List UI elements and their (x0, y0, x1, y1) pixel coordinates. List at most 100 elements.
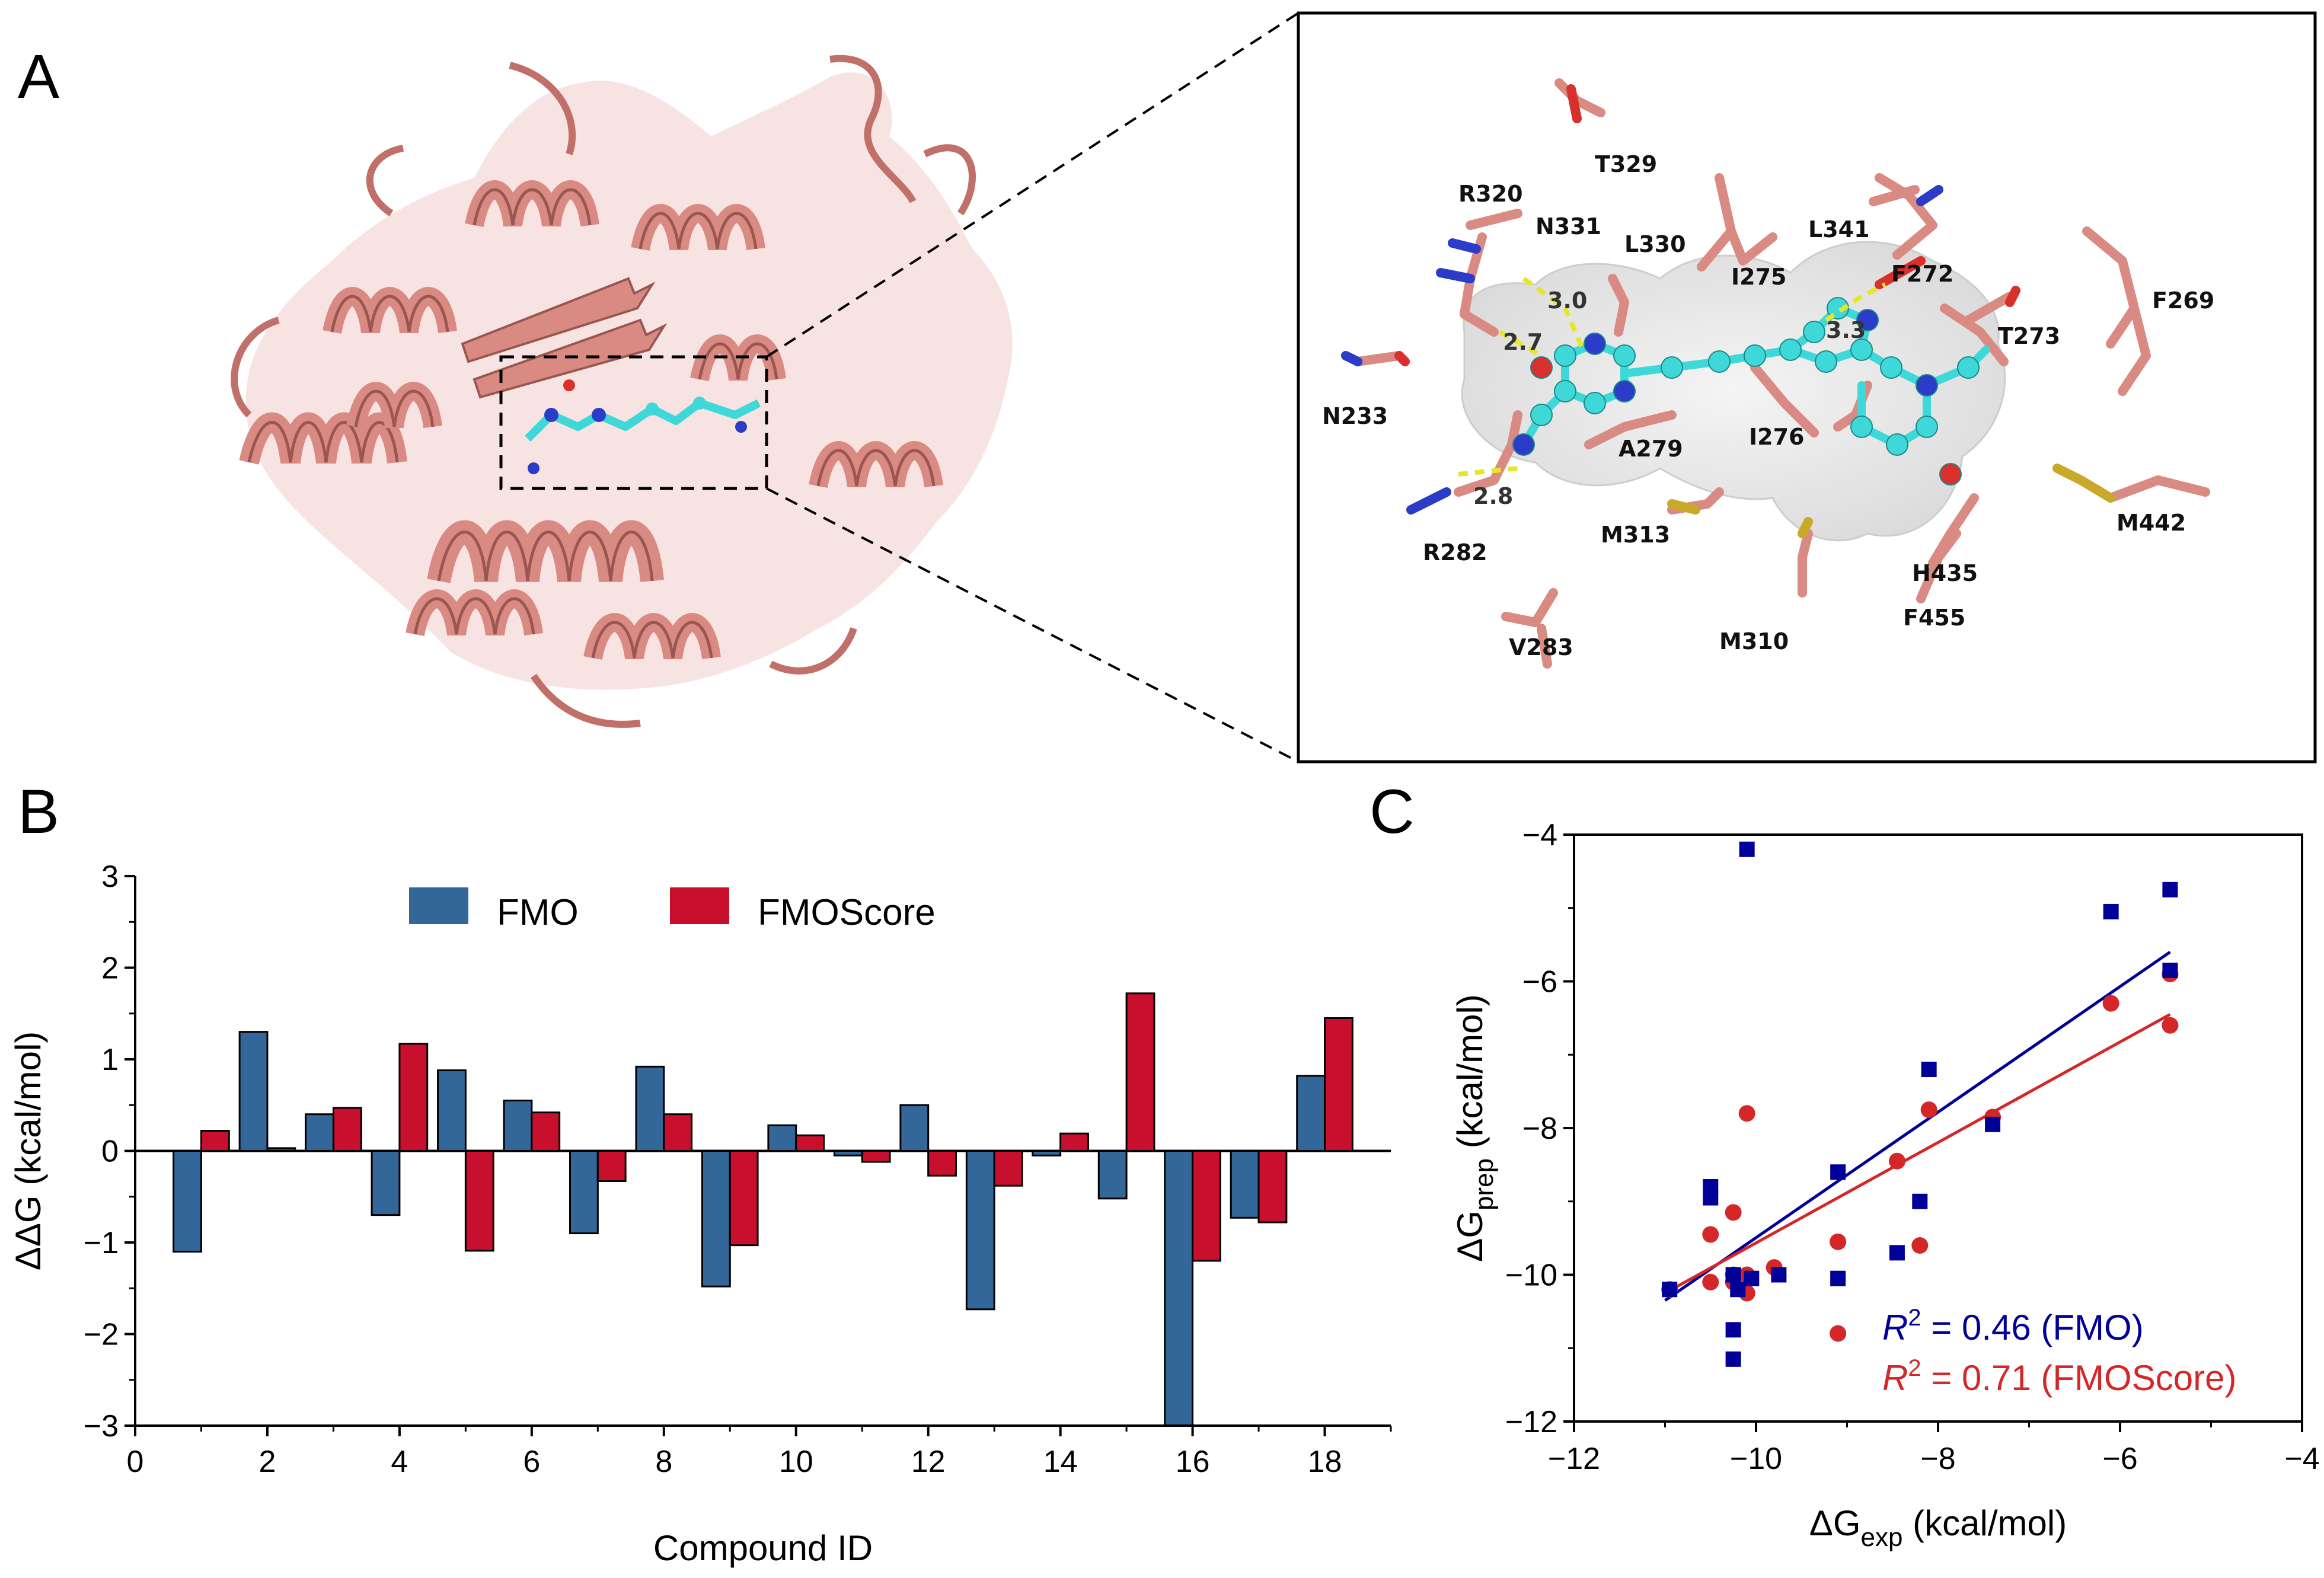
x-tick-label: 8 (655, 1445, 672, 1479)
point-fmo (1771, 1267, 1787, 1283)
residue-label-n331: N331 (1536, 213, 1601, 239)
residue-label-l330: L330 (1624, 231, 1686, 257)
bar-fmo-10 (767, 1124, 797, 1152)
bar-fmo-3 (305, 1113, 334, 1152)
residue-label-m313: M313 (1601, 522, 1670, 548)
residue-label-t273: T273 (1998, 323, 2060, 349)
point-fmoscore (1911, 1237, 1929, 1254)
point-fmoscore (1830, 1325, 1847, 1342)
y-axis-label: ΔGprep (kcal/mol) (1450, 994, 1499, 1262)
hbond-distance-label: 3.3 (1826, 317, 1866, 343)
bar-fmoscore-17 (1257, 1150, 1288, 1224)
point-fmoscore (1702, 1273, 1719, 1290)
x-tick-label: −10 (1730, 1442, 1782, 1476)
y-tick-label: −3 (84, 1409, 119, 1443)
ligand-atom (1939, 463, 1962, 485)
bar-fmo-2 (238, 1031, 269, 1152)
y-tick-label: 2 (101, 951, 119, 986)
bar-fmo-14 (1032, 1150, 1062, 1157)
residue-label-l341: L341 (1808, 216, 1870, 242)
ligand-atom (1850, 338, 1873, 361)
ligand-atom (1554, 380, 1576, 403)
point-fmoscore (1725, 1204, 1742, 1221)
x-tick-label: −4 (2284, 1442, 2319, 1476)
ligand-atom (1916, 416, 1938, 438)
point-fmo (1912, 1193, 1928, 1209)
y-axis-label: ΔΔG (kcal/mol) (8, 1031, 48, 1271)
ligand-atom (1613, 344, 1636, 367)
bar-fmoscore-3 (332, 1107, 362, 1152)
fit-line-fmo (1664, 950, 2171, 1302)
y-tick-label: −12 (1505, 1405, 1557, 1439)
point-fmoscore (2162, 1017, 2179, 1034)
bar-fmo-5 (437, 1069, 467, 1152)
point-fmo (1830, 1164, 1846, 1180)
bar-fmoscore-7 (596, 1150, 627, 1182)
ligand-atom (1779, 338, 1802, 361)
bar-fmo-13 (965, 1150, 995, 1311)
point-fmo (1730, 1282, 1746, 1298)
point-fmoscore (1702, 1226, 1719, 1243)
ligand-atom (1708, 350, 1731, 373)
legend-label-fmoscore: FMOScore (758, 892, 936, 933)
bar-fmo-7 (569, 1150, 599, 1235)
point-fmoscore (1920, 1101, 1937, 1119)
x-tick-label: 18 (1308, 1445, 1342, 1479)
ligand-atom (1916, 374, 1938, 397)
point-fmoscore (1738, 1105, 1755, 1122)
bar-fmo-11 (833, 1150, 863, 1157)
panel-b-label: B (18, 777, 59, 847)
x-tick-label: 2 (258, 1445, 276, 1479)
y-tick-label: 0 (101, 1135, 119, 1169)
bar-fmoscore-16 (1192, 1150, 1221, 1262)
x-axis-label: Compound ID (653, 1528, 873, 1568)
x-tick-label: 14 (1043, 1445, 1078, 1479)
x-tick-label: 10 (779, 1445, 813, 1479)
ligand-atom (1584, 392, 1606, 414)
residue-label-a279: A279 (1618, 436, 1683, 462)
legend-swatch-fmoscore (670, 887, 729, 924)
bar-fmo-9 (701, 1150, 731, 1288)
residue-sticks (1341, 78, 2210, 669)
panel-a-label: A (18, 42, 59, 111)
x-tick-label: −12 (1548, 1442, 1600, 1476)
ligand-atom (1613, 380, 1636, 403)
residue-label-t329: T329 (1595, 151, 1657, 177)
bar-fmoscore-14 (1059, 1132, 1089, 1152)
bar-fmo-17 (1230, 1150, 1260, 1219)
fit-line-fmoscore (1664, 1012, 2171, 1295)
point-fmo (1830, 1270, 1846, 1286)
x-tick-label: 0 (127, 1445, 144, 1479)
residue-label-f272: F272 (1891, 261, 1953, 287)
hbond-dashes (1458, 276, 1886, 477)
bar-fmo-8 (635, 1065, 665, 1152)
residue-label-v283: V283 (1509, 634, 1573, 660)
bar-fmo-1 (173, 1150, 202, 1253)
legend-label-fmo: FMO (497, 892, 579, 933)
bar-fmoscore-13 (993, 1150, 1023, 1187)
legend-swatch-fmo (409, 887, 468, 924)
bar-fmo-15 (1097, 1150, 1128, 1200)
bar-fmoscore-18 (1324, 1017, 1353, 1152)
bar-fmo-6 (503, 1100, 533, 1152)
ligand-atom (1554, 344, 1576, 367)
residue-label-m310: M310 (1719, 628, 1789, 654)
bar-fmo-4 (371, 1150, 401, 1216)
y-tick-label: 3 (101, 860, 119, 894)
point-fmo (1921, 1062, 1937, 1077)
residue-label-m442: M442 (2116, 510, 2186, 536)
hbond-distance-label: 2.7 (1503, 329, 1543, 355)
y-tick-label: 1 (101, 1043, 119, 1077)
point-fmo (1662, 1282, 1678, 1298)
r2-annotation-fmo: R2 = 0.46 (FMO) (1882, 1305, 2144, 1347)
ligand-atom (1850, 416, 1873, 438)
residue-label-f455: F455 (1903, 605, 1965, 631)
point-fmoscore (2102, 995, 2119, 1012)
bar-fmoscore-2 (266, 1147, 296, 1152)
ligand-atom (1744, 344, 1766, 367)
ligand-atom (1957, 356, 1980, 379)
protein-cartoon (231, 55, 1013, 728)
ligand-atom (1803, 321, 1825, 343)
r2-annotation-fmoscore: R2 = 0.71 (FMOScore) (1882, 1355, 2236, 1398)
